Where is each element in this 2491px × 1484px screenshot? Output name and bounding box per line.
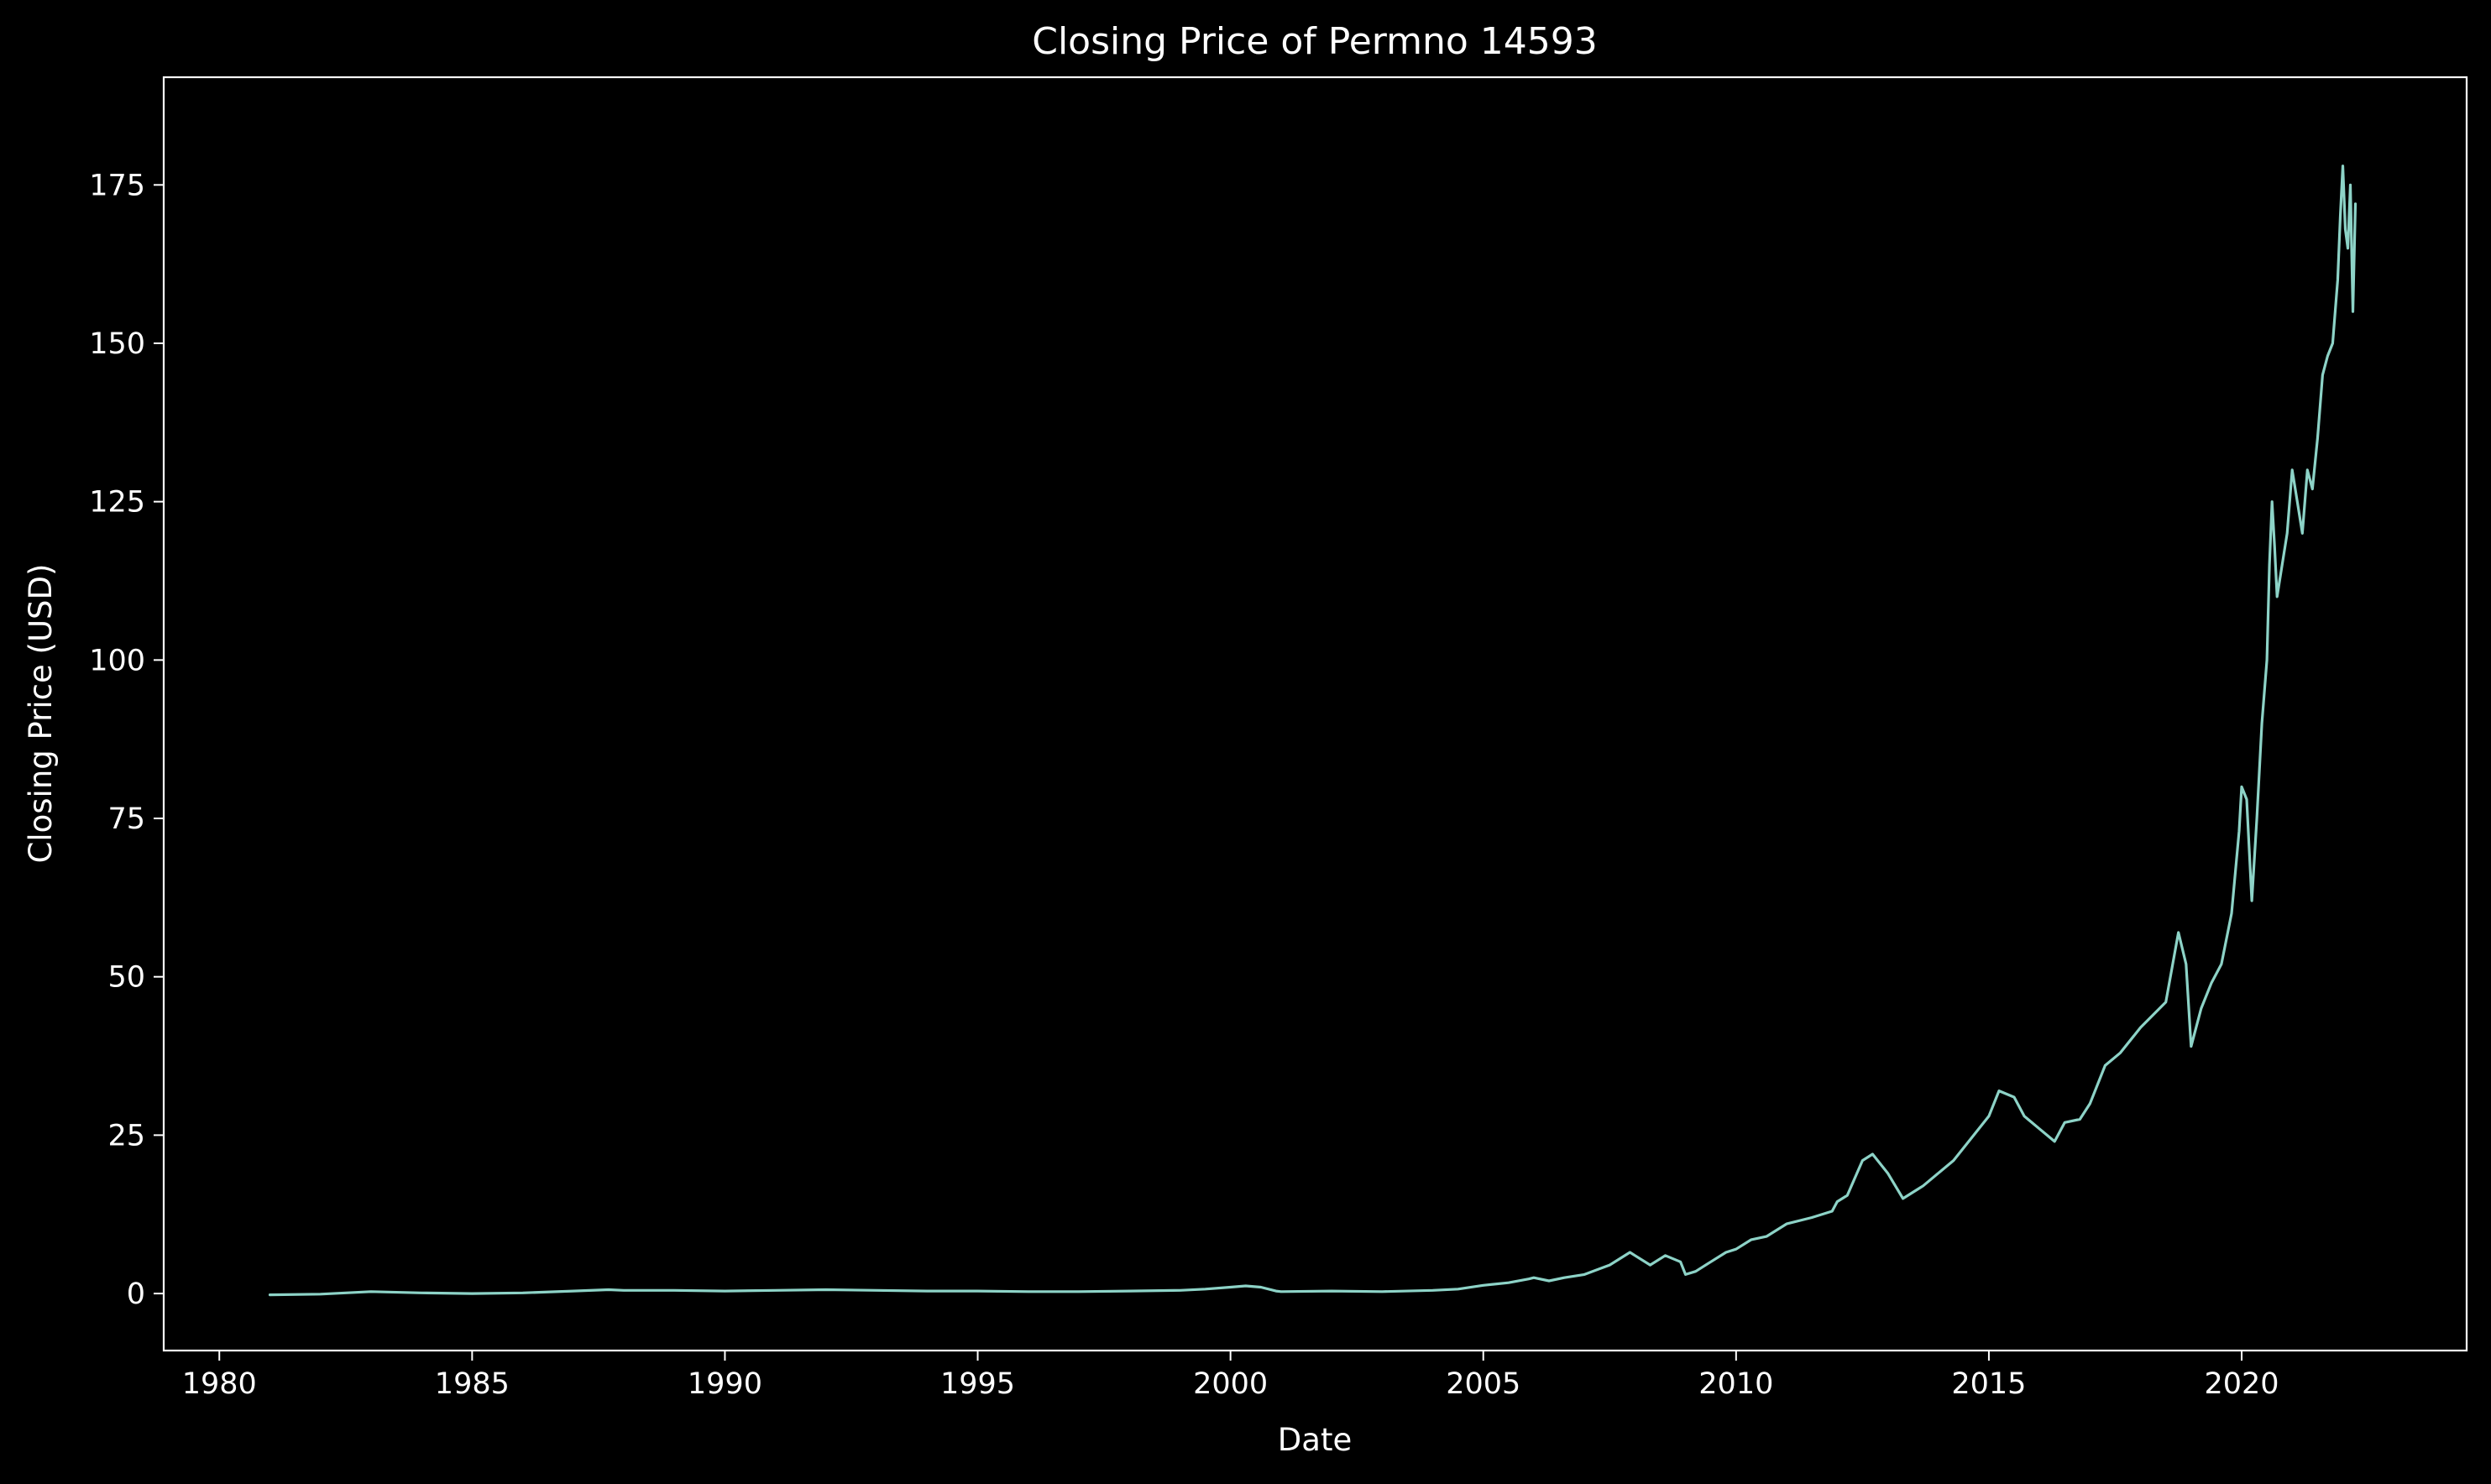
x-tick-label: 2010 — [1698, 1367, 1773, 1401]
x-tick-label: 1980 — [182, 1367, 257, 1401]
axes-layer: 1980 1985 1990 1995 2000 2005 2010 2015 2020 0 25 5… — [89, 76, 2468, 1401]
y-tick-label: 125 — [89, 486, 145, 520]
y-axis-title: Closing Price (USD) — [23, 564, 59, 864]
y-tick-label: 75 — [107, 802, 145, 836]
series-layer — [268, 165, 2358, 1297]
plot-area — [164, 77, 2467, 1351]
x-tick-label: 2000 — [1193, 1367, 1268, 1401]
x-tick-label: 2020 — [2204, 1367, 2279, 1401]
y-tick-label: 175 — [89, 169, 145, 202]
x-tick-label: 1985 — [435, 1367, 510, 1401]
y-tick-label: 0 — [127, 1278, 145, 1311]
x-tick-label: 2005 — [1446, 1367, 1520, 1401]
y-tick-label: 50 — [107, 961, 145, 995]
series-line-0 — [268, 165, 2358, 1297]
y-tick-label: 150 — [89, 327, 145, 361]
chart-title: Closing Price of Permno 14593 — [1032, 20, 1598, 63]
y-tick-label: 25 — [107, 1119, 145, 1152]
axes-frame — [162, 76, 2468, 1352]
x-tick-label: 2015 — [1951, 1367, 2026, 1401]
x-tick-label: 1990 — [688, 1367, 762, 1401]
x-axis-title: Date — [1278, 1422, 1352, 1458]
x-tick-label: 1995 — [940, 1367, 1015, 1401]
y-tick-label: 100 — [89, 644, 145, 677]
